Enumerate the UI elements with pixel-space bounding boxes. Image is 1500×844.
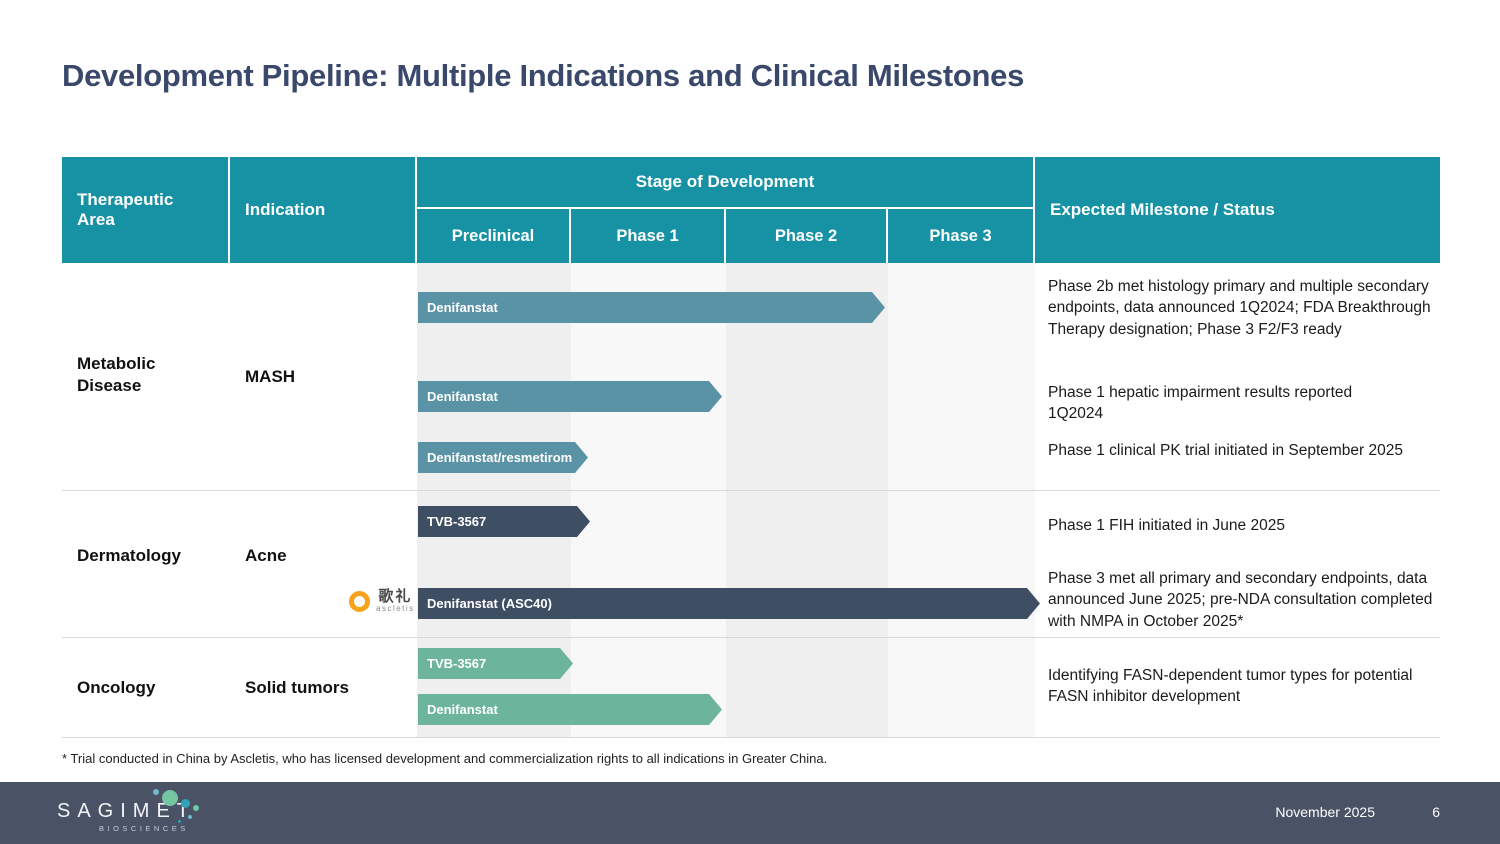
sagimet-logo: SAGIMET BIOSCIENCES xyxy=(57,789,227,839)
pipeline-bar-denifanstat-asc40: Denifanstat (ASC40) xyxy=(418,588,1040,619)
pipeline-bar-denifanstat-resmetirom: Denifanstat/resmetirom xyxy=(418,442,588,473)
milestone-acne-phase3: Phase 3 met all primary and secondary en… xyxy=(1048,570,1433,630)
ascletis-name-label: ascletis xyxy=(376,604,415,613)
milestone-acne-fih: Phase 1 FIH initiated in June 2025 xyxy=(1048,517,1285,534)
pipeline-table-header: Therapeutic Area Indication Stage of Dev… xyxy=(62,157,1440,263)
row1-therapeutic-area: Metabolic Disease xyxy=(77,354,156,396)
pipeline-bar-denifanstat-mash-ph2: Denifanstat xyxy=(418,292,885,323)
row-divider xyxy=(62,637,1440,638)
logo-dot-icon xyxy=(162,790,178,806)
row2-therapeutic-area: Dermatology xyxy=(77,546,181,565)
lane-phase-2 xyxy=(726,263,888,737)
header-phase-1: Phase 1 xyxy=(571,209,726,263)
logo-dot-icon xyxy=(153,789,159,795)
footer-date: November 2025 xyxy=(1275,804,1375,820)
header-phase-1-label: Phase 1 xyxy=(616,226,679,245)
milestone-mash-hepatic: Phase 1 hepatic impairment results repor… xyxy=(1048,384,1353,423)
header-expected-milestone: Expected Milestone / Status xyxy=(1035,157,1440,263)
sagimet-biosciences-label: BIOSCIENCES xyxy=(99,824,189,833)
ascletis-chinese-label: 歌礼 xyxy=(378,588,413,605)
header-stage-label: Stage of Development xyxy=(635,172,815,191)
logo-dot-icon xyxy=(181,799,190,808)
header-indication: Indication xyxy=(230,157,417,263)
logo-dot-icon xyxy=(188,815,192,819)
row-divider xyxy=(62,490,1440,491)
slide-title: Development Pipeline: Multiple Indicatio… xyxy=(62,58,1025,93)
header-preclinical: Preclinical xyxy=(417,209,571,263)
ascletis-wordmark: 歌礼 ascletis xyxy=(376,589,415,613)
pipeline-bar-denifanstat-mash-ph1: Denifanstat xyxy=(418,381,722,412)
header-indication-label: Indication xyxy=(245,200,326,219)
lane-phase-1 xyxy=(571,263,726,737)
row2-indication: Acne xyxy=(245,546,287,565)
logo-dot-icon xyxy=(178,820,181,823)
ascletis-ring-icon xyxy=(349,590,370,612)
pipeline-bar-tvb3567-acne: TVB-3567 xyxy=(418,506,590,537)
sagimet-wordmark: SAGIMET xyxy=(57,800,197,822)
lane-phase-3 xyxy=(888,263,1035,737)
table-bottom-border xyxy=(62,737,1440,738)
footer-page-number: 6 xyxy=(1432,804,1440,820)
header-phase-2: Phase 2 xyxy=(726,209,888,263)
row3-indication: Solid tumors xyxy=(245,678,349,697)
pipeline-table-body: Metabolic Disease MASH Denifanstat Denif… xyxy=(62,263,1440,738)
ascletis-logo: 歌礼 ascletis xyxy=(349,589,415,613)
header-phase-3-label: Phase 3 xyxy=(929,226,992,245)
header-therapeutic-area-label: Therapeutic Area xyxy=(77,190,174,229)
row1-indication: MASH xyxy=(245,367,296,386)
header-phase-3: Phase 3 xyxy=(888,209,1035,263)
footnote: * Trial conducted in China by Ascletis, … xyxy=(62,751,828,766)
milestone-mash-phase2b: Phase 2b met histology primary and multi… xyxy=(1048,278,1431,338)
logo-dot-icon xyxy=(193,805,199,811)
row3-therapeutic-area: Oncology xyxy=(77,678,156,697)
header-stage-of-development: Stage of Development xyxy=(417,157,1035,209)
milestone-oncology-fasn: Identifying FASN-dependent tumor types f… xyxy=(1048,667,1413,706)
pipeline-bar-denifanstat-oncology: Denifanstat xyxy=(418,694,722,725)
header-preclinical-label: Preclinical xyxy=(451,226,535,245)
pipeline-bar-tvb3567-oncology: TVB-3567 xyxy=(418,648,573,679)
milestone-mash-pk-trial: Phase 1 clinical PK trial initiated in S… xyxy=(1048,442,1403,459)
header-therapeutic-area: Therapeutic Area xyxy=(62,157,230,263)
footer-bar: SAGIMET BIOSCIENCES November 2025 6 xyxy=(0,782,1500,844)
header-phase-2-label: Phase 2 xyxy=(774,226,838,245)
header-expected-milestone-label: Expected Milestone / Status xyxy=(1050,200,1275,219)
